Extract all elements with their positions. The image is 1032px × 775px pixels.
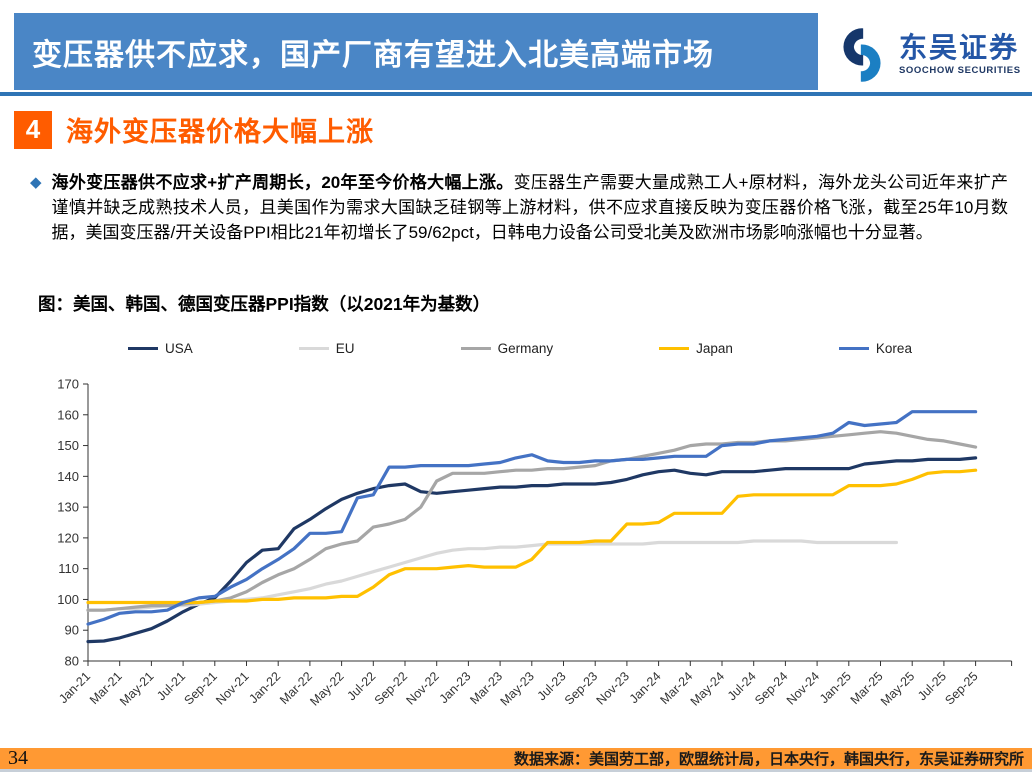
paragraph-body: 变压器生产需要大量成熟工人+原材料，海外龙头公司近年来扩产谨慎并缺乏成熟技术人员… [51, 173, 1008, 242]
legend-swatch-icon [298, 346, 329, 351]
section-heading: 4 海外变压器价格大幅上涨 [14, 110, 374, 149]
svg-text:Nov-21: Nov-21 [213, 669, 251, 707]
svg-text:Sep-25: Sep-25 [942, 669, 980, 707]
svg-text:Sep-22: Sep-22 [372, 669, 410, 707]
svg-text:May-23: May-23 [498, 669, 537, 708]
svg-text:Nov-23: Nov-23 [594, 669, 632, 707]
legend-label: EU [335, 341, 355, 356]
svg-text:140: 140 [57, 469, 79, 484]
legend-label: USA [165, 341, 193, 356]
svg-text:120: 120 [57, 530, 79, 545]
svg-text:130: 130 [57, 500, 79, 515]
svg-text:May-24: May-24 [688, 669, 727, 708]
svg-text:Jan-23: Jan-23 [437, 669, 474, 706]
legend-swatch-icon [659, 346, 690, 351]
chart-legend: USA EU Germany Japan Korea [128, 341, 912, 356]
legend-swatch-icon [460, 346, 491, 351]
ppi-line-chart: 8090100110120130140150160170Jan-21Mar-21… [56, 377, 1013, 709]
section-number-badge: 4 [14, 110, 52, 149]
paragraph-bold-lead: 海外变压器供不应求+扩产周期长，20年至今价格大幅上涨。 [51, 173, 514, 192]
svg-text:170: 170 [57, 377, 79, 392]
svg-text:Jan-22: Jan-22 [246, 669, 283, 706]
svg-text:Jan-21: Jan-21 [56, 669, 93, 706]
banner: 变压器供不应求，国产厂商有望进入北美高端市场 [14, 13, 818, 90]
svg-text:May-25: May-25 [878, 669, 917, 708]
svg-text:160: 160 [57, 407, 79, 422]
brand-name-en: SOOCHOW SECURITIES [899, 65, 1021, 77]
legend-swatch-icon [128, 346, 158, 351]
svg-text:Jan-24: Jan-24 [627, 669, 664, 706]
legend-item-usa: USA [128, 341, 193, 356]
svg-text:May-22: May-22 [307, 669, 346, 708]
svg-text:May-21: May-21 [117, 669, 156, 708]
header-divider [0, 92, 1032, 96]
key-point-paragraph: ◆ 海外变压器供不应求+扩产周期长，20年至今价格大幅上涨。变压器生产需要大量成… [30, 170, 1008, 245]
data-source-note: 数据来源：美国劳工部，欧盟统计局，日本央行，韩国央行，东吴证券研究所 [513, 751, 1024, 768]
legend-label: Korea [875, 341, 912, 356]
svg-text:110: 110 [58, 561, 79, 576]
brand-logo: 东吴证券 SOOCHOW SECURITIES [833, 24, 1023, 86]
svg-text:90: 90 [65, 623, 79, 638]
svg-text:Sep-24: Sep-24 [752, 669, 790, 707]
svg-text:100: 100 [57, 592, 79, 607]
legend-item-eu: EU [298, 341, 355, 356]
brand-name-cn: 东吴证券 [899, 32, 1020, 64]
svg-text:80: 80 [65, 654, 79, 669]
legend-swatch-icon [838, 346, 869, 351]
svg-text:150: 150 [57, 438, 79, 453]
section-title: 海外变压器价格大幅上涨 [66, 117, 374, 147]
footer-bottom-line [0, 769, 1032, 772]
svg-text:Sep-23: Sep-23 [562, 669, 600, 707]
paragraph-text: 海外变压器供不应求+扩产周期长，20年至今价格大幅上涨。变压器生产需要大量成熟工… [52, 170, 1008, 245]
footer-bar: 34 数据来源：美国劳工部，欧盟统计局，日本央行，韩国央行，东吴证券研究所 [0, 748, 1032, 769]
soochow-logo-icon [843, 28, 881, 82]
legend-item-germany: Germany [460, 341, 554, 356]
legend-label: Japan [696, 341, 733, 356]
page-title: 变压器供不应求，国产厂商有望进入北美高端市场 [32, 38, 714, 72]
svg-text:Sep-21: Sep-21 [182, 669, 220, 707]
figure-title: 图：美国、韩国、德国变压器PPI指数（以2021年为基数） [38, 294, 491, 314]
brand-text-block: 东吴证券 SOOCHOW SECURITIES [899, 34, 1021, 76]
page-number: 34 [8, 747, 28, 769]
legend-item-japan: Japan [659, 341, 733, 356]
svg-text:Jan-25: Jan-25 [817, 669, 854, 706]
legend-label: Germany [497, 341, 554, 356]
legend-item-korea: Korea [838, 341, 912, 356]
diamond-bullet-icon: ◆ [30, 174, 42, 191]
svg-text:Nov-24: Nov-24 [784, 669, 822, 707]
svg-text:Nov-22: Nov-22 [403, 669, 441, 707]
